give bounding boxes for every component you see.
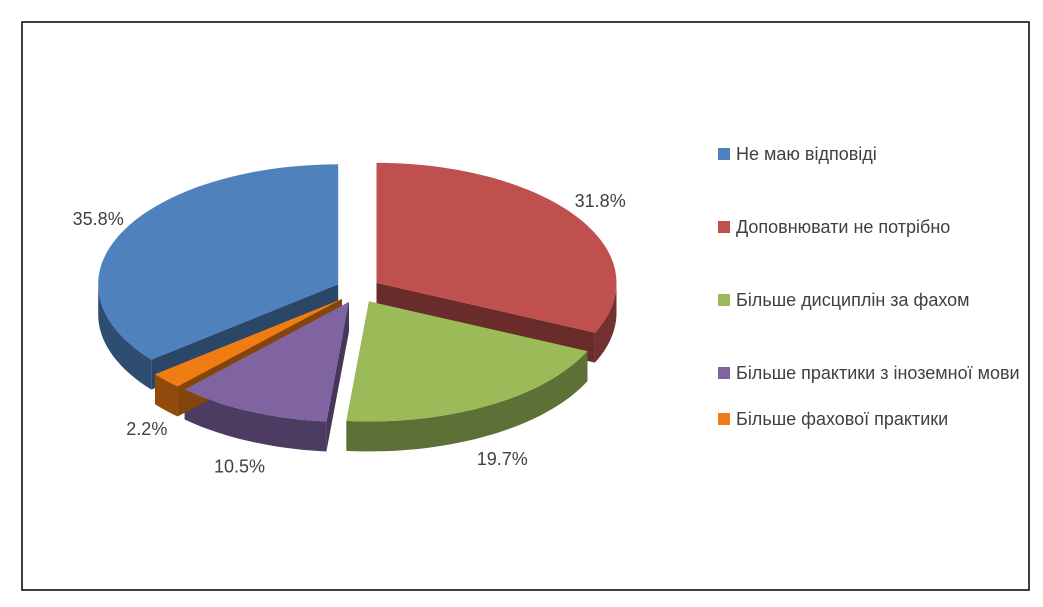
legend-label: Більше дисциплін за фахом bbox=[736, 290, 970, 310]
data-label: 31.8% bbox=[575, 191, 626, 211]
legend-item: Більше дисциплін за фахом bbox=[718, 286, 1028, 314]
slice bbox=[98, 164, 339, 360]
legend-swatch bbox=[718, 413, 730, 425]
legend-label: Більше практики з іноземної мови bbox=[736, 363, 1020, 383]
legend-item: Більше фахової практики bbox=[718, 405, 1028, 433]
legend-label: Не маю відповіді bbox=[736, 144, 877, 164]
slice-side bbox=[155, 374, 178, 417]
legend-swatch bbox=[718, 367, 730, 379]
legend-swatch bbox=[718, 221, 730, 233]
legend-label: Доповнювати не потрібно bbox=[736, 217, 951, 237]
legend-item: Не маю відповіді bbox=[718, 140, 1028, 168]
slice bbox=[376, 162, 617, 333]
slice bbox=[184, 302, 349, 422]
slice bbox=[155, 299, 342, 387]
slice-side bbox=[346, 351, 588, 452]
legend-item: Більше практики з іноземної мови bbox=[718, 359, 1028, 387]
legend: Не маю відповіді Доповнювати не потрібно Б… bbox=[718, 140, 1028, 478]
slice bbox=[346, 301, 588, 422]
legend-label: Більше фахової практики bbox=[736, 409, 949, 429]
legend-swatch bbox=[718, 148, 730, 160]
slice-side bbox=[98, 284, 152, 390]
legend-item: Доповнювати не потрібно bbox=[718, 213, 1028, 241]
data-label: 19.7% bbox=[477, 449, 528, 469]
slice-side bbox=[184, 389, 327, 452]
slice-side bbox=[594, 282, 617, 363]
slice-side bbox=[155, 299, 342, 405]
legend-swatch bbox=[718, 294, 730, 306]
data-label: 35.8% bbox=[73, 209, 124, 229]
data-label: 2.2% bbox=[126, 419, 167, 439]
data-label: 10.5% bbox=[214, 456, 265, 476]
slice-side bbox=[326, 302, 349, 452]
